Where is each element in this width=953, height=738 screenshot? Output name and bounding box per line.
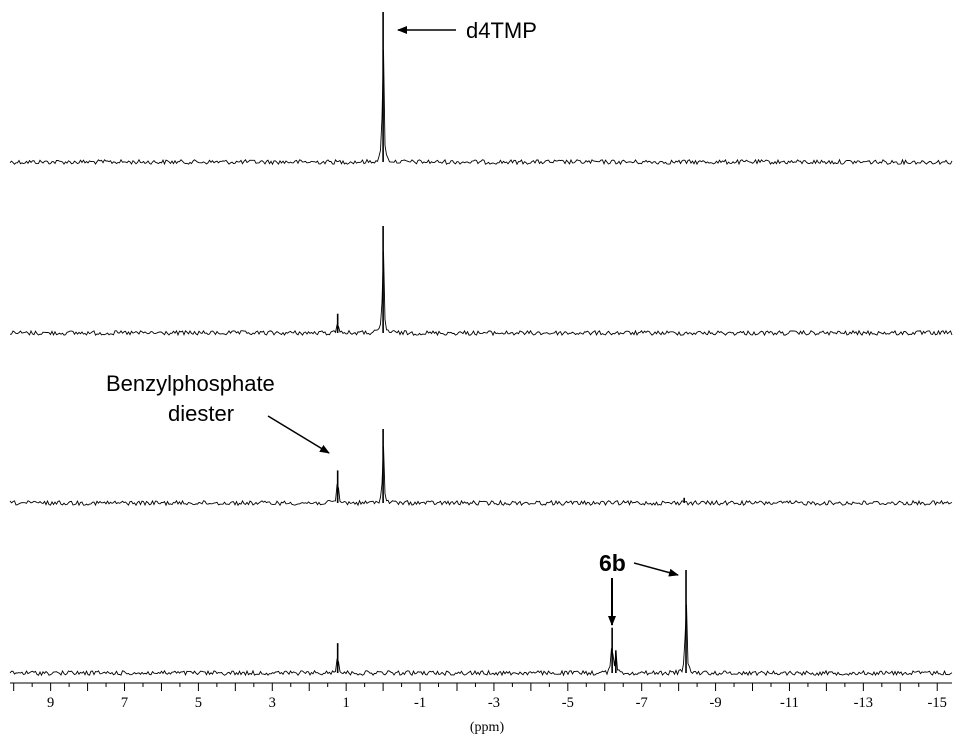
arrow-6b-right xyxy=(633,562,679,577)
tick-label: 9 xyxy=(47,695,54,711)
tick-label: -3 xyxy=(488,695,500,711)
tick-label: -1 xyxy=(414,695,426,711)
spectrum-trace-3 xyxy=(9,446,953,507)
spectrum-trace-1 xyxy=(9,49,953,166)
tick-label: -9 xyxy=(710,695,722,711)
arrow-benzylphosphate xyxy=(267,415,330,454)
tick-label: 1 xyxy=(343,695,350,711)
annotation-benzylphosphate: Benzylphosphate xyxy=(106,371,275,396)
annotation-d4tmp: d4TMP xyxy=(466,18,537,43)
tick-label: 7 xyxy=(121,695,128,711)
x-axis-title: (ppm) xyxy=(470,720,505,735)
tick-label: 3 xyxy=(269,695,276,711)
x-axis-ticks: 9 7 5 3 1 -1 -3 -5 -7 -9 -11 -13 -15 xyxy=(13,683,947,711)
annotation-diester: diester xyxy=(168,401,234,426)
spectrum-trace-2 xyxy=(9,251,953,337)
tick-label: 5 xyxy=(195,695,202,711)
annotation-6b: 6b xyxy=(599,550,626,576)
x-axis: 9 7 5 3 1 -1 -3 -5 -7 -9 -11 -13 -15 (ppm) xyxy=(10,682,952,735)
annotations: d4TMP Benzylphosphate diester 6b xyxy=(106,18,679,626)
tick-label: -5 xyxy=(562,695,574,711)
tick-label: -15 xyxy=(928,695,947,711)
tick-label: -11 xyxy=(780,695,799,711)
tick-label: -7 xyxy=(636,695,648,711)
spectra-group xyxy=(9,12,953,677)
spectrum-trace-4 xyxy=(9,604,953,677)
tick-label: -13 xyxy=(854,695,873,711)
